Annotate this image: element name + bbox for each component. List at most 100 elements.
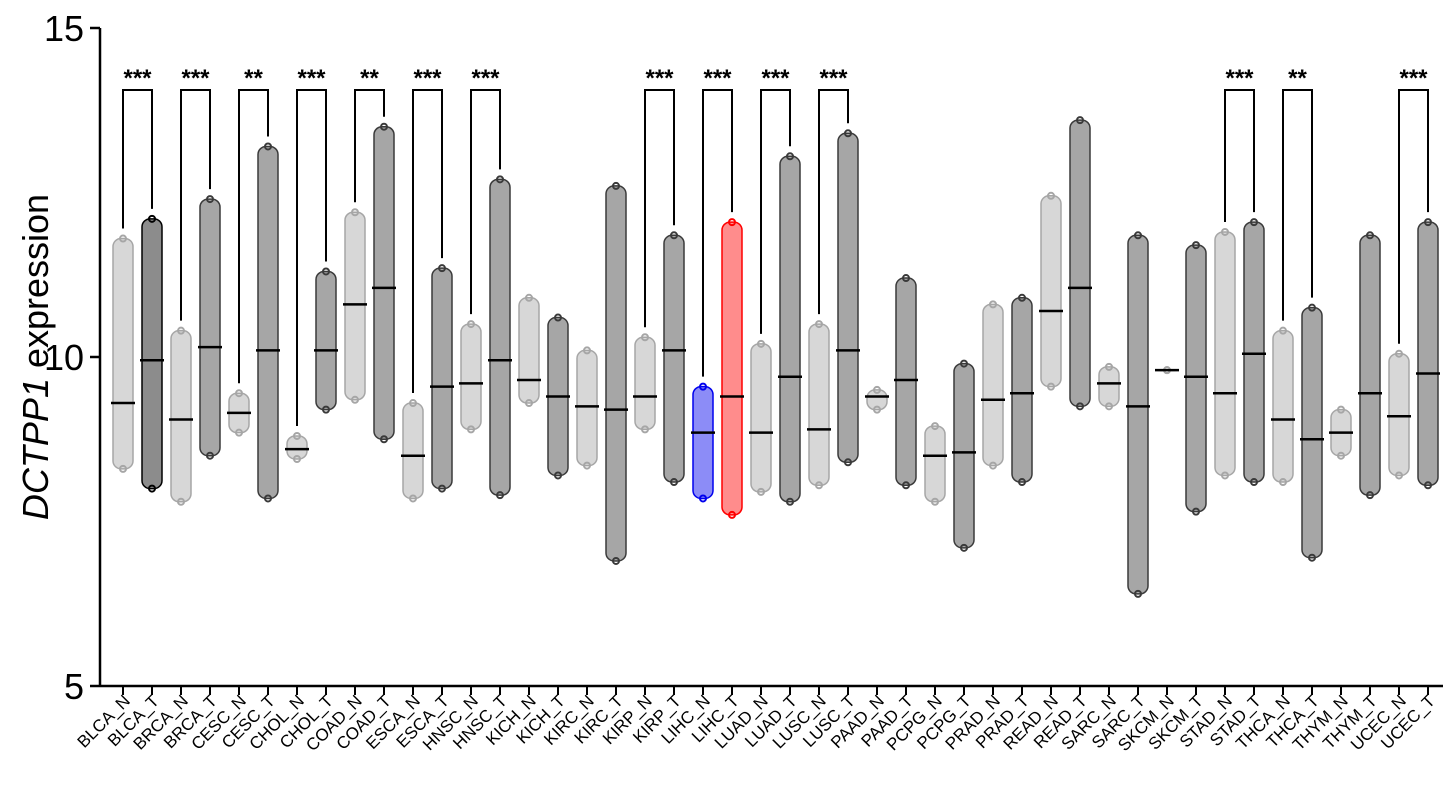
range: [1098, 366, 1120, 408]
max-point: [1424, 218, 1432, 227]
range: [1388, 352, 1410, 477]
min-point: [554, 471, 562, 480]
range: [1214, 231, 1236, 477]
min-point: [612, 556, 620, 565]
max-point: [1105, 362, 1113, 371]
significance-label: ***: [413, 65, 442, 92]
significance-label: ***: [703, 65, 732, 92]
min-point: [641, 425, 649, 434]
max-point: [409, 399, 417, 408]
range: [199, 198, 221, 457]
min-point: [989, 461, 997, 470]
significance-label: ***: [471, 65, 500, 92]
max-point: [206, 195, 214, 204]
max-point: [931, 422, 939, 431]
min-point: [931, 497, 939, 506]
range: [518, 297, 540, 404]
min-point: [815, 481, 823, 490]
max-point: [1221, 227, 1229, 236]
min-point: [728, 510, 736, 519]
max-point: [844, 129, 852, 138]
significance-label: ***: [123, 65, 152, 92]
significance-bracket: [1224, 89, 1255, 222]
min-point: [235, 428, 243, 437]
max-point: [1308, 303, 1316, 312]
range: [953, 362, 975, 549]
min-point: [148, 484, 156, 493]
significance-label: ***: [297, 65, 326, 92]
range: [808, 323, 830, 487]
range: [1069, 119, 1091, 408]
min-point: [1424, 481, 1432, 490]
y-tick-label: 5: [64, 666, 84, 707]
min-point: [438, 484, 446, 493]
y-tick-label: 10: [44, 337, 84, 378]
significance-bracket: [296, 89, 327, 426]
y-label-text: expression: [15, 194, 56, 368]
range: [1127, 234, 1149, 595]
significance-bracket: [702, 89, 733, 377]
max-point: [1395, 349, 1403, 358]
y-label-gene: DCTPP1: [15, 378, 56, 520]
range: [866, 389, 888, 411]
min-point: [873, 405, 881, 414]
min-point: [1047, 382, 1055, 391]
max-point: [293, 431, 301, 440]
max-point: [351, 208, 359, 217]
range: [489, 178, 511, 496]
range: [779, 155, 801, 503]
max-point: [438, 264, 446, 273]
max-point: [699, 382, 707, 391]
range: [1359, 234, 1381, 496]
range: [663, 234, 685, 483]
significance-label: ***: [1225, 65, 1254, 92]
min-point: [525, 399, 533, 408]
y-axis-label: DCTPP1 expression: [15, 194, 56, 520]
min-point: [293, 454, 301, 463]
max-point: [728, 218, 736, 227]
min-point: [844, 458, 852, 467]
significance-label: ***: [645, 65, 674, 92]
range: [315, 270, 337, 411]
max-point: [1047, 191, 1055, 200]
min-point: [1018, 478, 1026, 487]
max-point: [583, 346, 591, 355]
min-point: [1076, 402, 1084, 411]
max-point: [1018, 293, 1026, 302]
min-point: [322, 405, 330, 414]
significance-label: **: [1288, 65, 1307, 92]
range: [112, 237, 134, 470]
min-point: [467, 425, 475, 434]
significance-bracket: [1398, 89, 1429, 344]
min-point: [786, 497, 794, 506]
max-point: [641, 333, 649, 342]
min-point: [206, 451, 214, 460]
max-point: [815, 320, 823, 329]
significance-bracket: [644, 89, 675, 328]
max-point: [1134, 231, 1142, 240]
range: [924, 425, 946, 503]
significance-label: **: [360, 65, 379, 92]
min-point: [1192, 507, 1200, 516]
max-point: [757, 339, 765, 348]
significance-label: ***: [761, 65, 790, 92]
min-point: [757, 487, 765, 496]
max-point: [1250, 218, 1258, 227]
range: [692, 385, 714, 500]
max-point: [119, 234, 127, 243]
min-point: [1279, 478, 1287, 487]
range: [1040, 195, 1062, 388]
significance-bracket: [412, 89, 443, 394]
max-point: [380, 122, 388, 131]
range: [721, 221, 743, 516]
max-point: [902, 274, 910, 283]
min-point: [1308, 553, 1316, 562]
max-point: [873, 385, 881, 394]
min-point: [960, 543, 968, 552]
range: [634, 336, 656, 431]
max-point: [264, 142, 272, 151]
max-point: [670, 231, 678, 240]
min-point: [1105, 402, 1113, 411]
min-point: [1221, 471, 1229, 480]
significance-label: ***: [1399, 65, 1428, 92]
